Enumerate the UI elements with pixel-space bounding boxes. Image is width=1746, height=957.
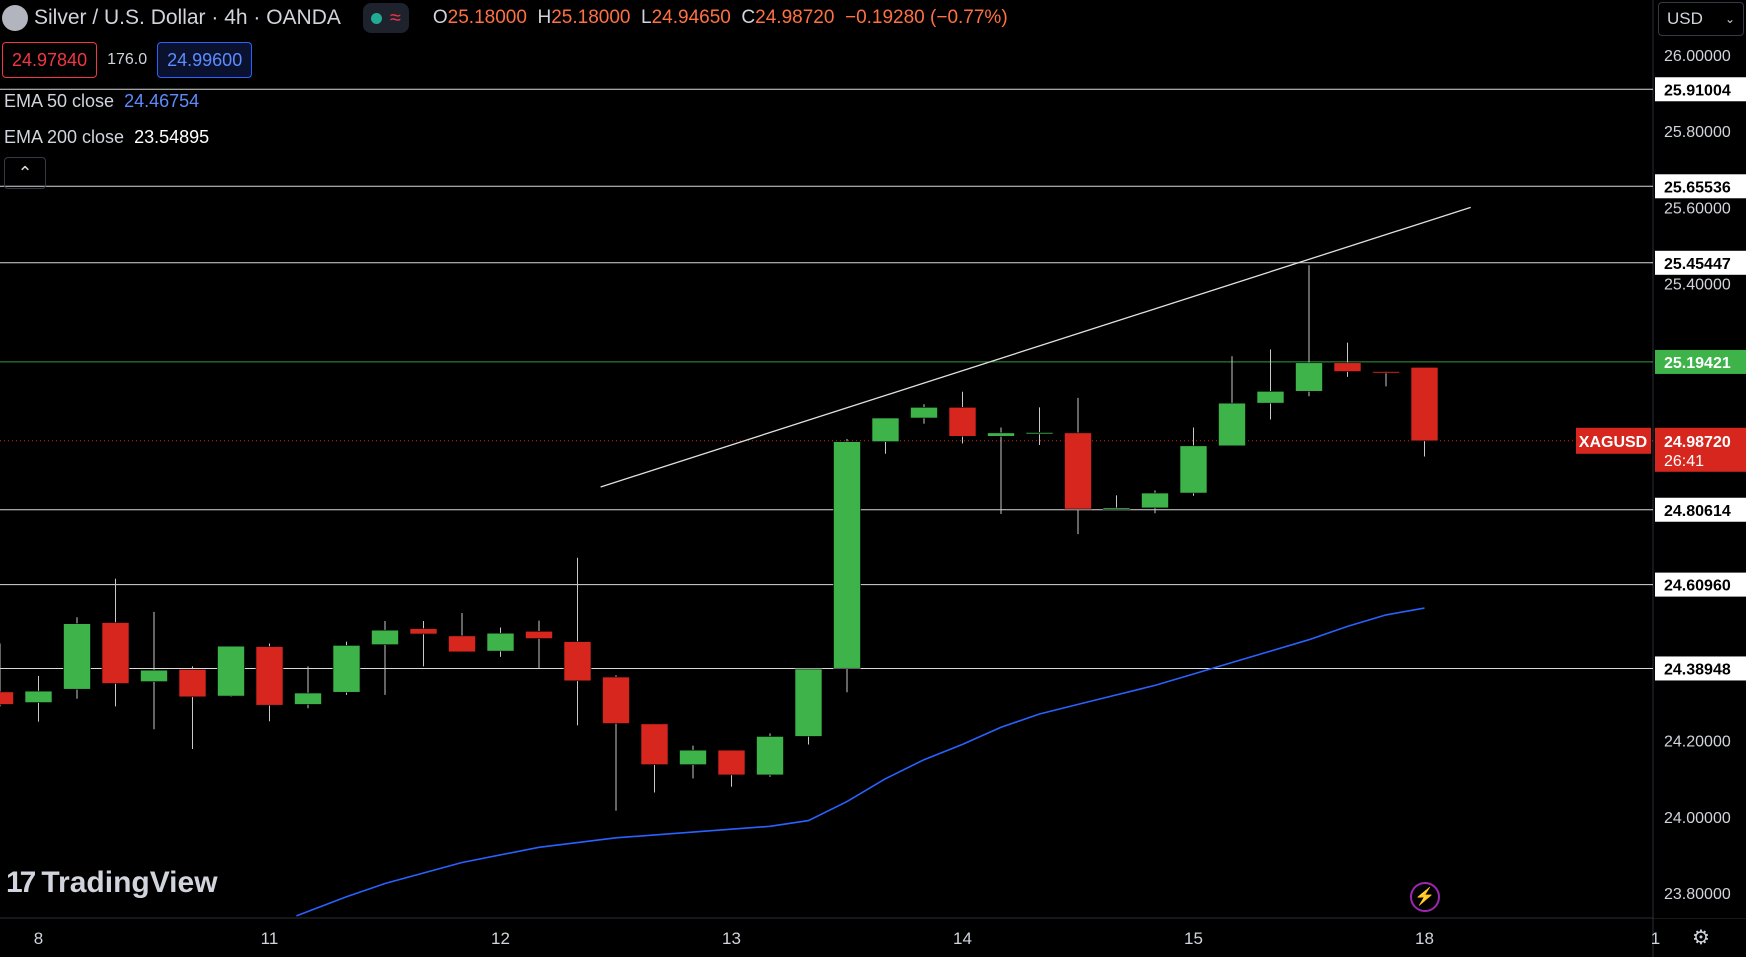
level-label-box	[1655, 497, 1746, 522]
currency-select[interactable]: USD ⌄	[1658, 2, 1744, 36]
last-price-label: 24.98720	[1664, 434, 1731, 451]
lightning-icon[interactable]: ⚡	[1410, 882, 1440, 912]
candle-body	[756, 736, 784, 776]
candle-body	[1410, 367, 1439, 442]
tradingview-logo: 17 TradingView	[6, 866, 218, 899]
level-label: 25.19421	[1664, 355, 1731, 372]
trade-panel: 24.97840 176.0 24.99600	[2, 42, 253, 78]
level-label-box	[1655, 656, 1746, 681]
candle-body	[1064, 432, 1092, 510]
candle-body	[1256, 391, 1285, 404]
candle-body	[1218, 402, 1246, 447]
settings-icon[interactable]: ⚙	[1692, 927, 1710, 949]
candle-body	[217, 645, 245, 697]
level-label: 24.60960	[1664, 578, 1731, 595]
candle-body	[332, 645, 361, 693]
candle-body	[371, 629, 399, 645]
symbol-tag: XAGUSD	[1579, 434, 1647, 451]
level-label: 25.65536	[1664, 179, 1731, 196]
candle-body	[1025, 432, 1054, 435]
candle-body	[987, 432, 1015, 437]
level-label: 25.45447	[1664, 256, 1731, 273]
time-axis-label: 14	[953, 929, 972, 948]
candle-body	[910, 407, 938, 419]
ema200-legend[interactable]: EMA 200 close 23.54895	[4, 127, 210, 147]
candle-body	[1372, 371, 1400, 374]
candle-body	[679, 749, 707, 765]
price-axis-label: 25.80000	[1664, 124, 1731, 141]
candle-body	[794, 668, 823, 737]
level-label-box	[1655, 174, 1746, 199]
data-delay-wave-icon: ≈	[389, 6, 401, 29]
symbol-title[interactable]: Silver / U.S. Dollar · 4h · OANDA	[34, 6, 341, 29]
ema50-line	[296, 607, 1425, 917]
price-axis-bg	[1654, 40, 1746, 918]
candle-body	[101, 622, 130, 684]
ema50-legend[interactable]: EMA 50 close 24.46754	[4, 91, 200, 111]
chevron-up-icon: ⌃	[17, 162, 33, 183]
candle-body	[255, 646, 284, 706]
candle-body	[24, 690, 53, 703]
time-axis-label: 12	[491, 929, 510, 948]
candle-body	[833, 441, 861, 669]
level-label-box	[1655, 77, 1746, 102]
level-label-box	[1655, 349, 1746, 374]
price-axis-label: 25.60000	[1664, 200, 1731, 217]
collapse-legend-button[interactable]: ⌃	[4, 157, 46, 189]
time-axis-label: 1	[1651, 929, 1660, 948]
candle-body	[448, 635, 476, 653]
chevron-down-icon: ⌄	[1724, 12, 1735, 26]
price-axis-label: 25.40000	[1664, 277, 1731, 294]
candle-body	[717, 749, 746, 776]
spread-value: 176.0	[107, 51, 148, 68]
market-open-dot-icon	[370, 12, 382, 24]
candle-body	[871, 417, 900, 442]
candle-body	[0, 691, 14, 705]
candle-body	[640, 723, 669, 765]
time-axis-label: 15	[1184, 929, 1203, 948]
chart-header: Silver / U.S. Dollar · 4h · OANDA ≈ O25.…	[0, 0, 1008, 36]
sell-button[interactable]: 24.97840	[2, 42, 98, 78]
last-price-box	[1655, 427, 1746, 472]
price-axis-label: 23.80000	[1664, 886, 1731, 903]
price-axis-label: 24.20000	[1664, 734, 1731, 751]
candle-body	[1179, 445, 1208, 494]
tradingview-mark-icon: 17	[6, 866, 36, 899]
price-change: −0.19280 (−0.77%)	[844, 7, 1008, 28]
candle-body	[140, 669, 168, 682]
candle-body	[1102, 507, 1131, 510]
price-axis-label: 26.00000	[1664, 48, 1731, 65]
candle-body	[1333, 362, 1362, 372]
time-axis-label: 11	[261, 929, 279, 948]
level-label-box	[1655, 250, 1746, 275]
candle-body	[525, 631, 553, 639]
countdown-label: 26:41	[1664, 453, 1704, 470]
level-label: 24.80614	[1664, 503, 1731, 520]
time-axis-label: 13	[722, 929, 741, 948]
candle-body	[602, 676, 630, 724]
candle-body	[409, 628, 438, 635]
ohlc-readout: O25.18000 H25.18000 L24.94650 C24.98720 …	[432, 7, 1008, 28]
time-axis-label: 8	[34, 929, 43, 948]
symbol-tag-box	[1576, 427, 1651, 454]
symbol-logo-icon	[2, 5, 28, 31]
trend-line	[600, 206, 1471, 488]
level-label: 25.91004	[1664, 82, 1731, 99]
candle-body	[563, 641, 592, 682]
buy-button[interactable]: 24.99600	[157, 42, 253, 78]
time-axis-label: 18	[1415, 929, 1434, 948]
candle-body	[294, 692, 322, 705]
candle-body	[1295, 362, 1323, 392]
price-axis-label: 24.00000	[1664, 810, 1731, 827]
candle-body	[178, 669, 207, 698]
level-label: 24.38948	[1664, 661, 1731, 678]
candle-body	[948, 407, 977, 437]
level-label-box	[1655, 572, 1746, 597]
candle-body	[486, 632, 515, 652]
candle-body	[1141, 492, 1169, 509]
market-status-pill[interactable]: ≈	[362, 3, 409, 33]
candle-body	[63, 623, 91, 690]
